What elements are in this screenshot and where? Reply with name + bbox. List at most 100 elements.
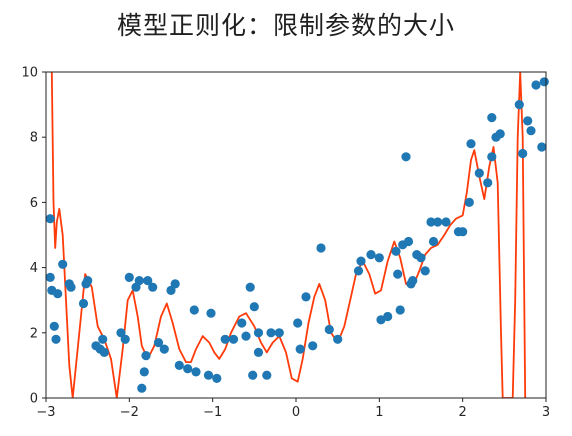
y-tick-label: 8 [30,131,38,146]
data-point [293,318,303,328]
data-point [518,148,528,159]
data-point [58,259,68,269]
data-point [487,113,497,123]
data-point [531,80,541,90]
data-point [170,279,180,289]
data-point [248,370,258,380]
data-point [45,272,55,282]
data-point [245,282,255,292]
x-tick-label: −3 [36,405,55,420]
data-point [537,142,547,152]
data-point [139,367,149,377]
data-point [401,152,411,162]
data-point [206,308,216,318]
data-point [324,324,334,335]
data-point [316,243,326,253]
data-point [266,328,276,338]
data-point [295,344,305,354]
data-point [464,197,474,207]
y-tick-label: 2 [30,326,38,341]
x-tick-label: 2 [459,405,467,420]
y-tick-label: 4 [30,261,38,276]
data-point [416,253,426,263]
data-point [78,298,89,309]
data-point [253,328,264,338]
x-tick-label: −2 [120,405,139,420]
y-tick-label: 10 [21,66,38,81]
data-point [183,364,193,374]
data-point [203,370,214,380]
data-point [495,129,505,139]
data-point [301,292,311,302]
data-point [53,289,63,299]
x-tick-label: 1 [375,405,383,420]
data-point [391,246,401,256]
data-point [514,100,524,110]
data-point [333,334,343,344]
data-point [98,334,108,344]
data-point [45,214,55,224]
data-point [83,276,93,286]
data-point [249,302,259,312]
data-point [212,373,222,383]
data-point [49,321,59,331]
data-point [356,256,366,266]
data-point [420,266,430,276]
data-point [487,152,497,162]
data-point [441,217,451,227]
data-point [408,276,418,286]
y-axis: 0 2 4 6 8 10 [21,66,46,407]
data-point [353,266,364,276]
y-tick-label: 6 [30,196,38,211]
x-tick-label: 3 [542,405,550,420]
data-point [124,272,134,282]
data-point [143,276,153,286]
fitted-curve [50,72,527,398]
data-point [523,116,533,126]
data-point [99,347,109,357]
data-point [474,168,484,178]
data-point [148,282,158,292]
fitted-curve-layer [50,72,527,398]
data-point [241,331,251,341]
data-point [159,344,169,354]
data-point [433,217,443,227]
data-point [228,334,239,344]
data-point [253,347,264,357]
data-point [220,334,230,344]
data-point [428,236,439,247]
data-point [483,178,493,188]
data-point [174,360,184,370]
data-point [539,77,549,87]
data-point [120,334,130,344]
data-point [395,305,405,315]
data-point [366,250,376,260]
data-point [141,351,151,361]
data-point [116,328,126,338]
data-point [308,341,318,351]
data-point [166,285,176,295]
x-tick-label: −1 [203,405,222,420]
data-point [262,370,272,380]
data-point [466,139,476,149]
x-axis: −3 −2 −1 0 1 2 3 [36,398,550,420]
data-point [66,282,76,292]
data-point [134,276,144,286]
data-point [426,217,436,227]
data-point [403,236,414,247]
y-tick-label: 0 [30,392,38,407]
data-point [137,383,147,393]
data-point [153,338,164,348]
x-tick-label: 0 [292,405,300,420]
data-point [191,367,201,377]
data-point [383,311,393,322]
data-point [526,126,536,136]
data-point [374,253,384,263]
data-point [393,269,403,279]
chart-title: 模型正则化：限制参数的大小 [116,11,455,40]
data-point [274,328,284,338]
data-point [458,227,468,237]
data-point [189,305,199,315]
data-point [237,318,247,328]
